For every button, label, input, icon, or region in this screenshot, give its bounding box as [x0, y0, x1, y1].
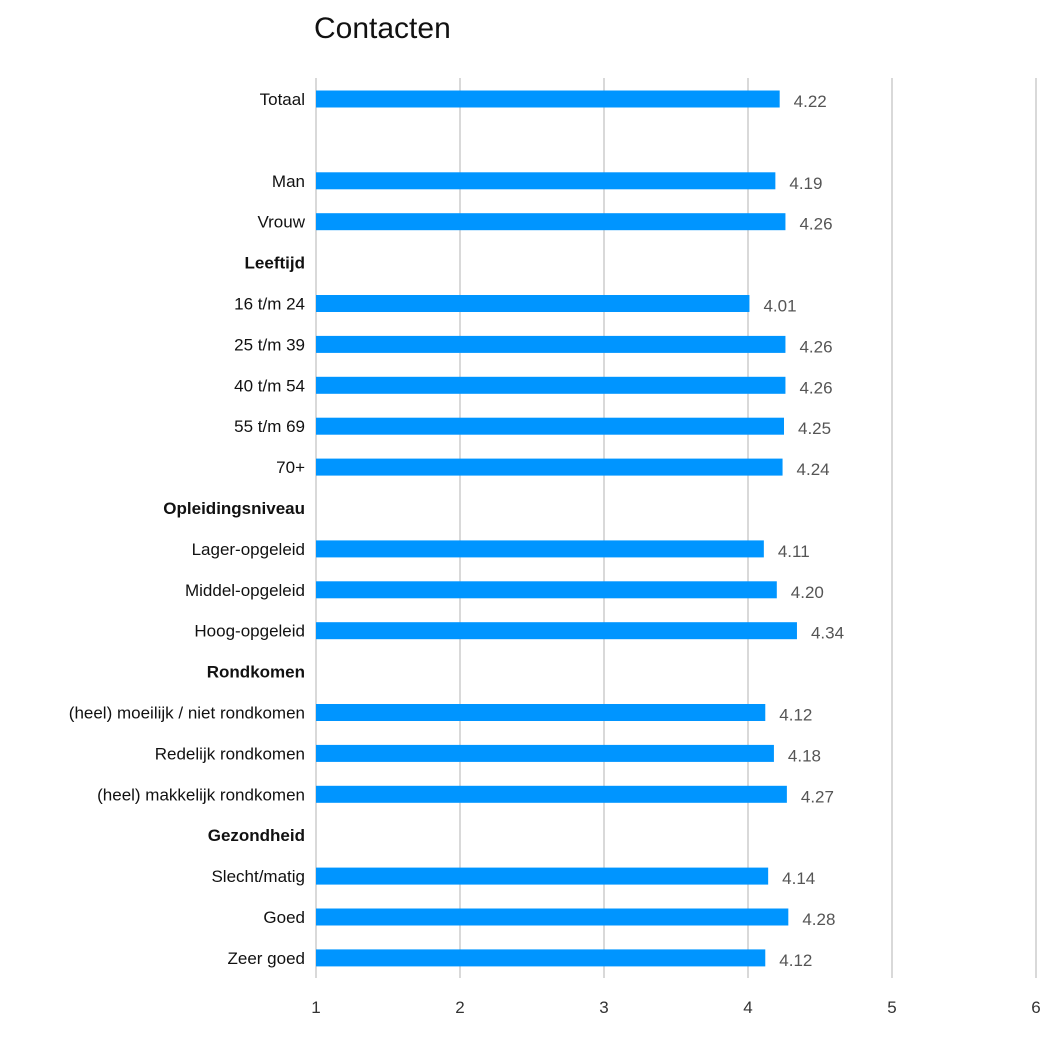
x-tick-label: 6 [1031, 998, 1040, 1017]
value-label: 4.34 [811, 624, 844, 643]
category-label: Redelijk rondkomen [155, 744, 305, 763]
value-label: 4.27 [801, 787, 834, 806]
category-label: Totaal [260, 90, 305, 109]
bar [316, 376, 786, 394]
bar [316, 908, 789, 926]
category-label: Man [272, 172, 305, 191]
group-header-label: Opleidingsniveau [163, 499, 305, 518]
x-tick-label: 5 [887, 998, 896, 1017]
category-label: Middel-opgeleid [185, 581, 305, 600]
bar [316, 458, 783, 476]
x-tick-label: 3 [599, 998, 608, 1017]
category-label: Zeer goed [228, 949, 306, 968]
value-label: 4.26 [799, 215, 832, 234]
bar [316, 867, 769, 885]
x-tick-label: 4 [743, 998, 752, 1017]
bar [316, 540, 764, 558]
bar [316, 417, 784, 435]
value-label: 4.11 [778, 542, 810, 561]
category-label: 25 t/m 39 [234, 335, 305, 354]
group-header-label: Rondkomen [207, 663, 305, 682]
value-label: 4.25 [798, 419, 831, 438]
category-label: 16 t/m 24 [234, 295, 305, 314]
category-label: (heel) moeilijk / niet rondkomen [69, 704, 305, 723]
value-label: 4.22 [794, 92, 827, 111]
category-label: 70+ [276, 458, 305, 477]
category-label: Lager-opgeleid [192, 540, 305, 559]
category-label: 55 t/m 69 [234, 417, 305, 436]
category-label: Hoog-opgeleid [194, 622, 305, 641]
bar [316, 295, 750, 312]
group-header-label: Gezondheid [208, 826, 305, 845]
category-label: Slecht/matig [211, 867, 305, 886]
chart-title: Contacten [314, 12, 451, 45]
value-label: 4.14 [782, 869, 815, 888]
bar [316, 90, 780, 108]
bar [316, 949, 766, 967]
value-label: 4.19 [789, 174, 822, 193]
bar [316, 785, 787, 803]
value-label: 4.26 [799, 378, 832, 397]
category-label: 40 t/m 54 [234, 376, 305, 395]
bar [316, 704, 766, 721]
x-axis-ticks: 1 2 3 4 5 6 [311, 998, 1040, 1017]
bar [316, 335, 786, 353]
value-label: 4.24 [797, 460, 830, 479]
group-header-label: Leeftijd [245, 254, 305, 273]
value-labels: 4.22 4.19 4.26 4.01 4.26 4.26 4.25 4.24 4.11 4.20… [763, 92, 844, 970]
bar [316, 172, 776, 190]
value-label: 4.12 [779, 951, 812, 970]
category-label: Goed [263, 908, 305, 927]
x-tick-label: 2 [455, 998, 464, 1017]
category-labels: Totaal Man Vrouw Leeftijd 16 t/m 24 25 t/m 39… [69, 90, 306, 968]
bars [316, 90, 797, 967]
x-tick-label: 1 [311, 998, 320, 1017]
gridlines [315, 78, 1037, 978]
value-label: 4.18 [788, 746, 821, 765]
category-label: (heel) makkelijk rondkomen [97, 785, 305, 804]
category-label: Vrouw [257, 213, 305, 232]
value-label: 4.12 [779, 706, 812, 725]
value-label: 4.20 [791, 583, 824, 602]
bar [316, 622, 797, 640]
value-label: 4.26 [799, 337, 832, 356]
value-label: 4.28 [802, 910, 835, 929]
bar [316, 744, 774, 762]
value-label: 4.01 [763, 297, 796, 316]
bar [316, 581, 777, 599]
bar [316, 213, 786, 231]
